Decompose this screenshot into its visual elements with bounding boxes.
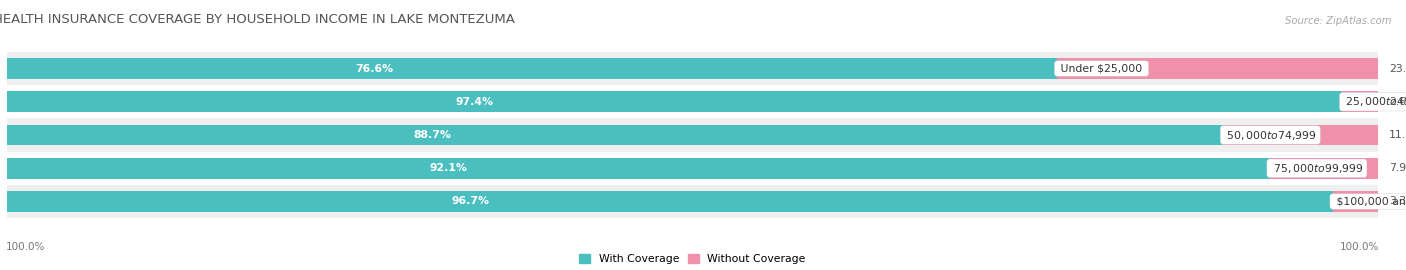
Text: 88.7%: 88.7% [413,130,451,140]
Bar [1223,125,1378,145]
Text: 97.4%: 97.4% [456,97,494,107]
Text: Under $25,000: Under $25,000 [1057,63,1146,73]
Text: 3.3%: 3.3% [1389,197,1406,207]
Bar [7,125,1223,145]
Legend: With Coverage, Without Coverage: With Coverage, Without Coverage [579,254,806,264]
Text: $75,000 to $99,999: $75,000 to $99,999 [1270,162,1364,175]
Bar [1333,191,1378,212]
Text: 76.6%: 76.6% [356,63,394,73]
Text: 96.7%: 96.7% [451,197,491,207]
Bar [7,52,1378,85]
Text: 11.3%: 11.3% [1389,130,1406,140]
Bar [7,58,1057,79]
Bar [7,158,1270,178]
Bar [7,92,1343,112]
Text: 92.1%: 92.1% [430,163,468,173]
Text: $100,000 and over: $100,000 and over [1333,197,1406,207]
Text: Source: ZipAtlas.com: Source: ZipAtlas.com [1285,16,1392,26]
Text: 100.0%: 100.0% [6,242,45,252]
Bar [1057,58,1378,79]
Bar [1270,158,1378,178]
Text: $25,000 to $49,999: $25,000 to $49,999 [1343,95,1406,108]
Text: $50,000 to $74,999: $50,000 to $74,999 [1223,129,1317,141]
Bar [7,185,1378,218]
Text: 7.9%: 7.9% [1389,163,1406,173]
Text: 2.6%: 2.6% [1389,97,1406,107]
Bar [1343,92,1378,112]
Text: HEALTH INSURANCE COVERAGE BY HOUSEHOLD INCOME IN LAKE MONTEZUMA: HEALTH INSURANCE COVERAGE BY HOUSEHOLD I… [0,13,515,26]
Text: 23.4%: 23.4% [1389,63,1406,73]
Bar [7,118,1378,152]
Bar [7,85,1378,118]
Text: 100.0%: 100.0% [1340,242,1379,252]
Bar [7,191,1333,212]
Bar [7,152,1378,185]
